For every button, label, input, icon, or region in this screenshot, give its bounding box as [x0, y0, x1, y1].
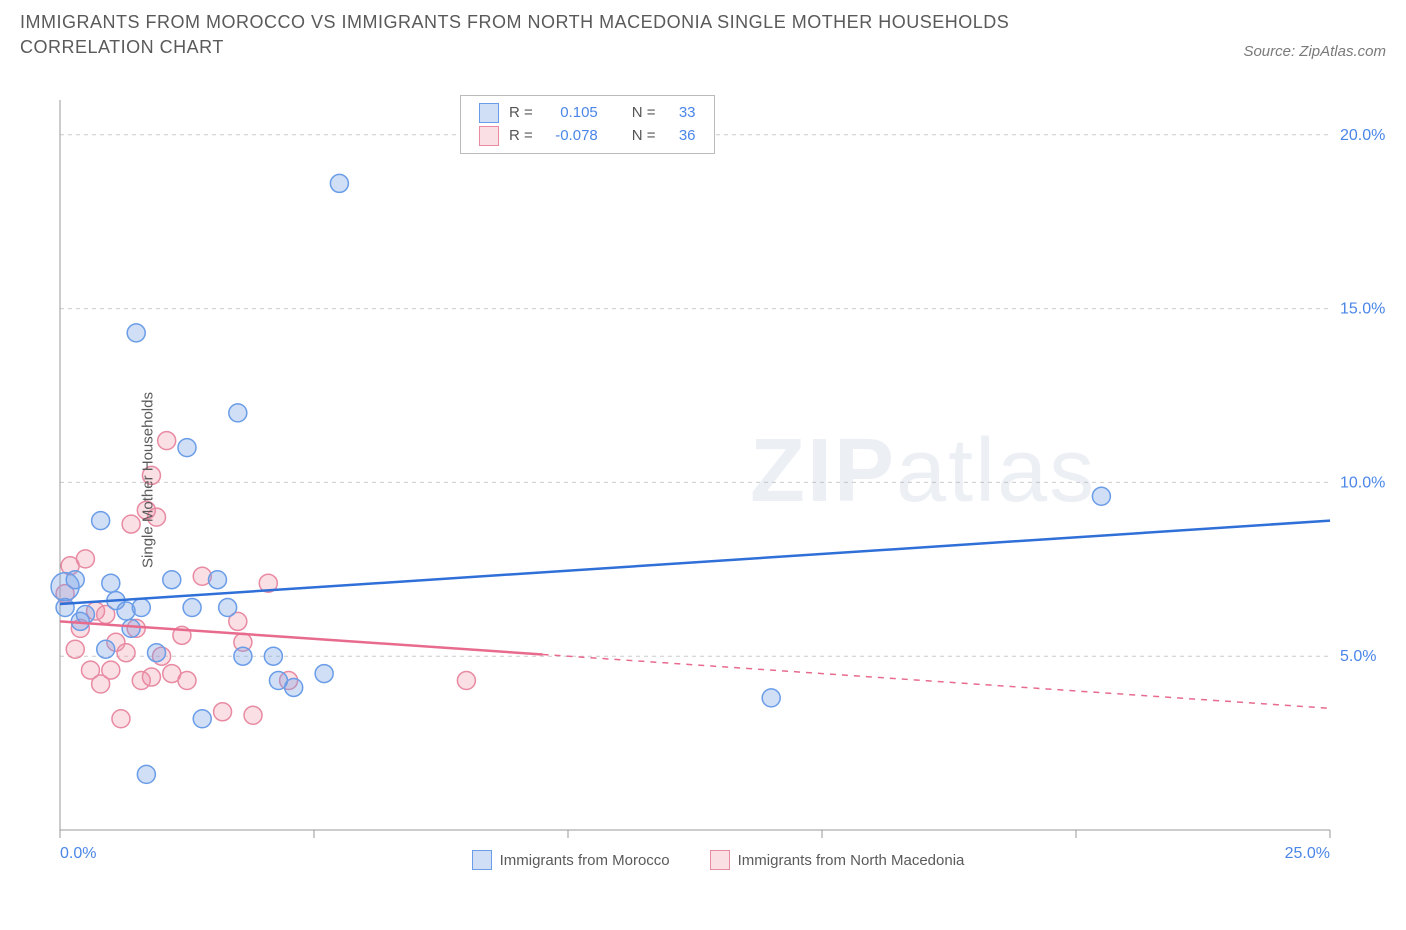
n-label: N =	[632, 125, 656, 148]
y-axis-title: Single Mother Households	[139, 392, 156, 568]
data-point	[112, 710, 130, 728]
data-point	[102, 574, 120, 592]
data-point	[66, 640, 84, 658]
trend-line	[60, 521, 1330, 604]
r-label: R =	[509, 102, 533, 125]
n-label: N =	[632, 102, 656, 125]
data-point	[234, 647, 252, 665]
data-point	[102, 661, 120, 679]
r-value: 0.105	[543, 102, 598, 125]
stats-legend-row: R = -0.078 N = 36	[479, 125, 696, 148]
data-point	[330, 174, 348, 192]
data-point	[92, 512, 110, 530]
data-point	[229, 404, 247, 422]
data-point	[97, 640, 115, 658]
data-point	[127, 324, 145, 342]
data-point	[183, 599, 201, 617]
data-point	[122, 619, 140, 637]
n-value: 33	[666, 102, 696, 125]
data-point	[219, 599, 237, 617]
data-point	[163, 571, 181, 589]
data-point	[178, 672, 196, 690]
stats-legend-row: R = 0.105 N = 33	[479, 102, 696, 125]
y-tick-label: 10.0%	[1340, 474, 1385, 491]
data-point	[66, 571, 84, 589]
legend-swatch	[472, 850, 492, 870]
data-point	[132, 599, 150, 617]
source-label: Source: ZipAtlas.com	[1243, 43, 1386, 60]
data-point	[76, 605, 94, 623]
legend-item: Immigrants from Morocco	[472, 850, 670, 870]
data-point	[178, 439, 196, 457]
legend-swatch	[710, 850, 730, 870]
y-tick-label: 20.0%	[1340, 127, 1385, 144]
chart-title: IMMIGRANTS FROM MOROCCO VS IMMIGRANTS FR…	[20, 10, 1120, 60]
y-tick-label: 5.0%	[1340, 648, 1376, 665]
data-point	[137, 765, 155, 783]
legend-swatch	[479, 126, 499, 146]
r-value: -0.078	[543, 125, 598, 148]
data-point	[214, 703, 232, 721]
data-point	[142, 668, 160, 686]
legend-swatch	[479, 103, 499, 123]
trend-line-extrapolated	[543, 654, 1330, 708]
data-point	[117, 644, 135, 662]
data-point	[457, 672, 475, 690]
data-point	[762, 689, 780, 707]
data-point	[193, 710, 211, 728]
data-point	[76, 550, 94, 568]
data-point	[208, 571, 226, 589]
data-point	[148, 644, 166, 662]
series-legend: Immigrants from Morocco Immigrants from N…	[50, 850, 1386, 870]
legend-label: Immigrants from Morocco	[500, 852, 670, 869]
plot-area: Single Mother Households 5.0% 10.0% 15.0% 2…	[50, 90, 1386, 870]
y-tick-label: 15.0%	[1340, 301, 1385, 318]
stats-legend: R = 0.105 N = 33 R = -0.078 N = 36	[460, 95, 715, 154]
data-point	[56, 599, 74, 617]
n-value: 36	[666, 125, 696, 148]
data-point	[264, 647, 282, 665]
r-label: R =	[509, 125, 533, 148]
data-point	[315, 665, 333, 683]
data-point	[1092, 487, 1110, 505]
legend-item: Immigrants from North Macedonia	[710, 850, 965, 870]
data-point	[122, 515, 140, 533]
legend-label: Immigrants from North Macedonia	[738, 852, 965, 869]
data-point	[158, 432, 176, 450]
data-point	[244, 706, 262, 724]
header-row: IMMIGRANTS FROM MOROCCO VS IMMIGRANTS FR…	[0, 0, 1406, 60]
data-point	[285, 678, 303, 696]
scatter-chart: 5.0%10.0%15.0%20.0%0.0%25.0%	[50, 90, 1386, 870]
